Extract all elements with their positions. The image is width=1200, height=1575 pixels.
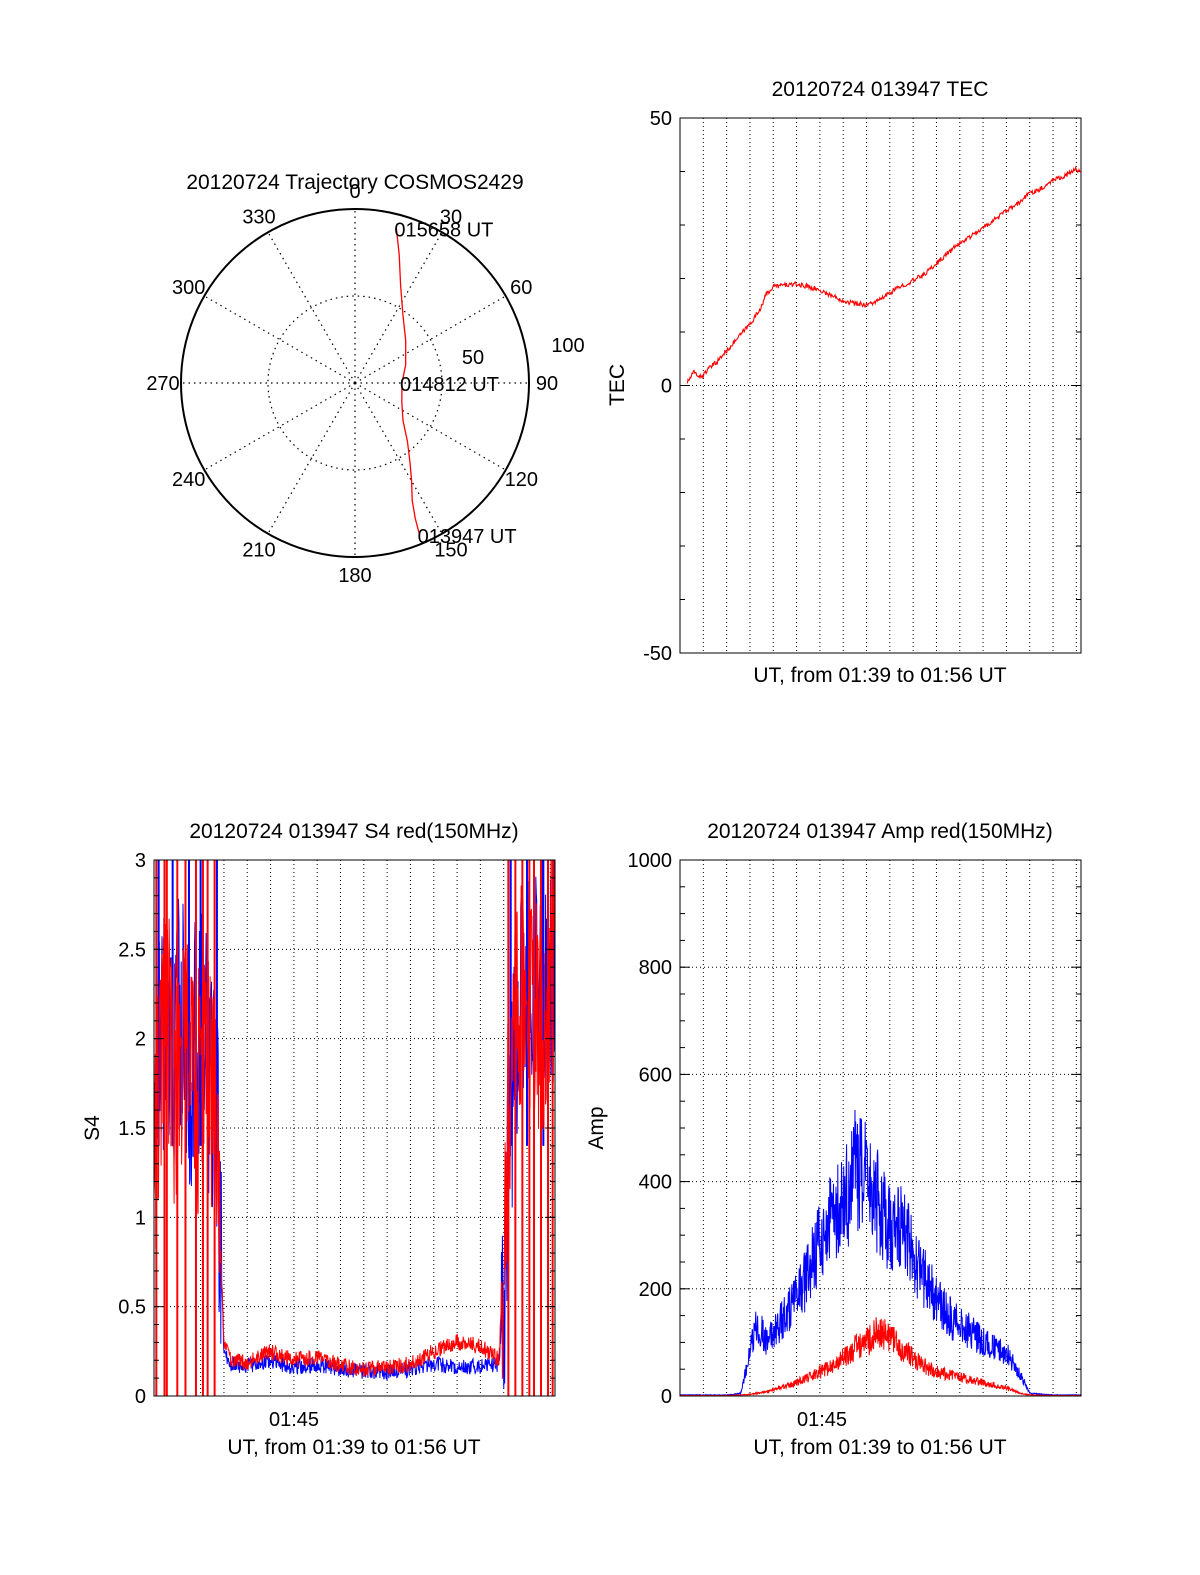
s4-y-tick-label: 2 bbox=[135, 1029, 146, 1051]
polar-angle-label: 330 bbox=[242, 207, 275, 229]
tec-grid bbox=[680, 118, 1081, 653]
tec-y-tick-label: -50 bbox=[643, 643, 672, 665]
amp-y-tick-label: 400 bbox=[639, 1172, 672, 1194]
s4-y-tick-label: 2.5 bbox=[118, 939, 146, 961]
tec-panel: 20120724 013947 TEC 50 0 -50 TEC UT, from … bbox=[606, 78, 1082, 687]
polar-spoke-30 bbox=[354, 232, 443, 384]
amp-y-ticks: 0 200 400 600 800 1000 bbox=[628, 850, 1081, 1408]
tec-y-ticks: 50 0 -50 bbox=[643, 108, 1081, 665]
polar-outer-circle bbox=[180, 208, 530, 558]
tec-y-tick-label: 50 bbox=[650, 108, 672, 130]
amp-panel: 20120724 013947 Amp red(150MHz) 0 200 400 6… bbox=[585, 820, 1082, 1459]
amp-axes-frame bbox=[679, 859, 1082, 1397]
amp-x-label: UT, from 01:39 to 01:56 UT bbox=[753, 1436, 1006, 1459]
polar-annotations: 015658 UT 014812 UT 013947 UT bbox=[394, 219, 516, 548]
polar-angle-labels: 0 30 60 90 120 150 180 210 240 270 300 330 bbox=[146, 181, 558, 587]
polar-spoke-240 bbox=[204, 382, 356, 471]
polar-angle-label: 150 bbox=[434, 539, 467, 561]
amp-title: 20120724 013947 Amp red(150MHz) bbox=[707, 820, 1053, 843]
s4-y-ticks: 0 0.5 1 1.5 2 2.5 3 bbox=[118, 850, 555, 1408]
tec-x-label: UT, from 01:39 to 01:56 UT bbox=[753, 664, 1006, 687]
s4-title: 20120724 013947 S4 red(150MHz) bbox=[189, 820, 518, 843]
trajectory-time-label: 015658 UT bbox=[394, 219, 493, 241]
polar-spoke-60 bbox=[354, 295, 506, 384]
polar-spoke-300 bbox=[204, 295, 356, 384]
polar-spoke-150 bbox=[354, 382, 443, 534]
s4-y-tick-label: 0.5 bbox=[118, 1297, 146, 1319]
polar-angle-label: 210 bbox=[242, 539, 275, 561]
s4-y-tick-label: 3 bbox=[135, 850, 146, 872]
polar-angle-label: 0 bbox=[349, 181, 360, 203]
amp-grid bbox=[680, 860, 1081, 1396]
amp-series-red bbox=[679, 1317, 1082, 1397]
amp-x-tick-label: 01:45 bbox=[797, 1409, 847, 1431]
polar-radial-label: 100 bbox=[551, 335, 584, 357]
s4-panel: 20120724 013947 S4 red(150MHz) 0 0.5 1 1.5 2… bbox=[81, 820, 556, 1459]
trajectory-time-label: 014812 UT bbox=[400, 374, 499, 396]
polar-spoke-210 bbox=[267, 382, 356, 534]
amp-y-tick-label: 0 bbox=[661, 1386, 672, 1408]
s4-x-label: UT, from 01:39 to 01:56 UT bbox=[227, 1436, 480, 1459]
tec-title: 20120724 013947 TEC bbox=[772, 78, 989, 101]
polar-grid-circle-50 bbox=[267, 295, 443, 471]
polar-angle-label: 30 bbox=[440, 207, 462, 229]
tec-series bbox=[686, 165, 1082, 384]
amp-y-tick-label: 200 bbox=[639, 1279, 672, 1301]
polar-angle-label: 300 bbox=[172, 277, 205, 299]
amp-y-tick-label: 1000 bbox=[628, 850, 673, 872]
amp-y-label: Amp bbox=[585, 1106, 608, 1149]
s4-y-label: S4 bbox=[81, 1115, 104, 1141]
amp-y-tick-label: 800 bbox=[639, 957, 672, 979]
tec-series-red bbox=[686, 165, 1082, 384]
trajectory-path bbox=[395, 228, 421, 536]
polar-angle-label: 270 bbox=[146, 373, 179, 395]
trajectory-time-label: 013947 UT bbox=[418, 526, 517, 548]
tec-y-label: TEC bbox=[606, 364, 629, 406]
trajectory-panel: 20120724 Trajectory COSMOS2429 0 30 60 90 12… bbox=[146, 171, 584, 587]
polar-angle-label: 180 bbox=[338, 565, 371, 587]
polar-spoke-330 bbox=[267, 232, 356, 384]
polar-angle-label: 240 bbox=[172, 469, 205, 491]
polar-radial-labels: 50 100 bbox=[462, 335, 585, 369]
s4-y-tick-label: 0 bbox=[135, 1386, 146, 1408]
s4-y-tick-label: 1 bbox=[135, 1207, 146, 1229]
tec-y-tick-label: 0 bbox=[661, 376, 672, 398]
amp-series-blue bbox=[679, 1109, 1082, 1397]
s4-series-red bbox=[153, 859, 556, 1379]
polar-angle-label: 120 bbox=[505, 469, 538, 491]
amp-y-tick-label: 600 bbox=[639, 1064, 672, 1086]
polar-spoke-120 bbox=[354, 382, 506, 471]
polar-angle-label: 90 bbox=[536, 373, 558, 395]
polar-angle-label: 60 bbox=[510, 277, 532, 299]
polar-radial-label: 50 bbox=[462, 347, 484, 369]
s4-x-tick-label: 01:45 bbox=[269, 1409, 319, 1431]
s4-y-tick-label: 1.5 bbox=[118, 1118, 146, 1140]
amp-series bbox=[679, 1109, 1082, 1397]
polar-grid bbox=[181, 209, 529, 557]
trajectory-title: 20120724 Trajectory COSMOS2429 bbox=[186, 171, 523, 194]
